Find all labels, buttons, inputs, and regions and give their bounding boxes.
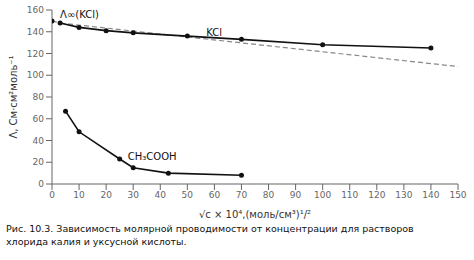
svg-text:130: 130: [395, 190, 412, 200]
svg-text:100: 100: [314, 190, 331, 200]
svg-text:Λ∞(KCl): Λ∞(KCl): [60, 9, 99, 20]
svg-text:100: 100: [27, 70, 44, 80]
svg-text:30: 30: [127, 190, 139, 200]
svg-text:10: 10: [73, 190, 85, 200]
svg-text:140: 140: [27, 27, 44, 37]
svg-text:120: 120: [368, 190, 385, 200]
svg-text:0: 0: [38, 179, 44, 189]
svg-text:160: 160: [27, 5, 44, 15]
svg-text:CH₃COOH: CH₃COOH: [128, 151, 177, 162]
svg-text:80: 80: [263, 190, 275, 200]
svg-text:140: 140: [422, 190, 439, 200]
svg-text:120: 120: [27, 49, 44, 59]
svg-text:150: 150: [449, 190, 466, 200]
svg-text:KCl: KCl: [206, 27, 222, 38]
svg-text:80: 80: [33, 92, 45, 102]
svg-text:90: 90: [290, 190, 302, 200]
svg-text:50: 50: [182, 190, 194, 200]
html-text:Рис. 10.3. Зависимость молярно: Рис. 10.3. Зависимость молярной проводим…: [6, 223, 414, 234]
svg-text:60: 60: [33, 114, 45, 124]
html-text:хлорида калия и уксусной кисло: хлорида калия и уксусной кислоты.: [6, 236, 187, 247]
svg-text:Λ, См·см²моль⁻¹: Λ, См·см²моль⁻¹: [8, 55, 19, 138]
svg-text:20: 20: [33, 157, 45, 167]
svg-text:0: 0: [49, 190, 55, 200]
svg-text:110: 110: [341, 190, 358, 200]
svg-text:20: 20: [100, 190, 112, 200]
svg-text:40: 40: [33, 136, 45, 146]
svg-text:60: 60: [209, 190, 221, 200]
svg-text:70: 70: [236, 190, 248, 200]
svg-text:40: 40: [155, 190, 167, 200]
svg-text:√c × 10⁴,(моль/см³)¹/²: √c × 10⁴,(моль/см³)¹/²: [199, 209, 311, 220]
